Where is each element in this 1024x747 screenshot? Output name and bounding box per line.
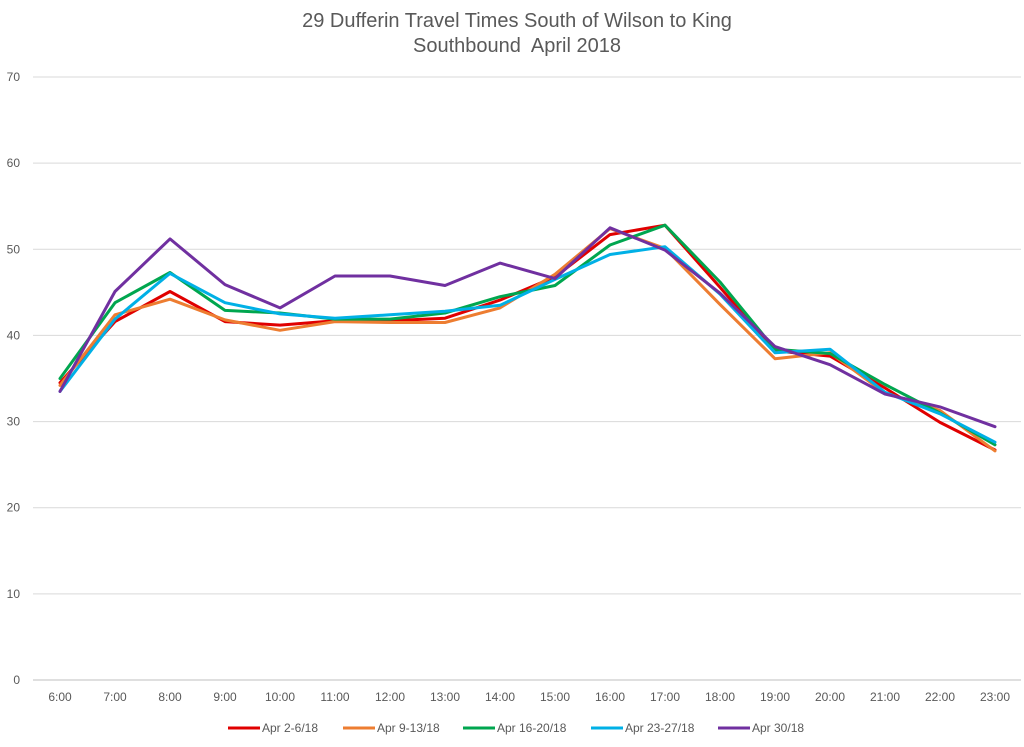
x-tick-label: 23:00 [980, 690, 1010, 704]
chart-title: 29 Dufferin Travel Times South of Wilson… [302, 10, 732, 32]
x-tick-label: 11:00 [320, 690, 349, 704]
series-lines [58, 223, 997, 453]
series-line-3 [58, 245, 997, 444]
x-tick-label: 19:00 [760, 690, 790, 704]
y-tick-label: 30 [7, 415, 21, 429]
y-tick-label: 60 [7, 156, 21, 170]
legend-label: Apr 2-6/18 [262, 721, 318, 735]
y-tick-label: 0 [13, 673, 20, 687]
x-tick-label: 14:00 [485, 690, 515, 704]
legend-label: Apr 30/18 [752, 721, 804, 735]
x-axis: 6:00 7:00 8:00 9:00 10:00 11:00 12:00 13:00 14:0… [48, 690, 1010, 704]
chart-subtitle: Southbound April 2018 [413, 35, 621, 57]
legend: Apr 2-6/18 Apr 9-13/18 Apr 16-20/18 Apr 23-… [228, 721, 804, 735]
legend-label: Apr 16-20/18 [497, 721, 567, 735]
legend-item: Apr 16-20/18 [463, 721, 567, 735]
x-tick-label: 15:00 [540, 690, 570, 704]
x-tick-label: 13:00 [430, 690, 460, 704]
x-tick-label: 17:00 [650, 690, 680, 704]
x-tick-label: 21:00 [870, 690, 900, 704]
legend-label: Apr 9-13/18 [377, 721, 440, 735]
x-tick-label: 12:00 [375, 690, 405, 704]
series-line-0 [58, 223, 997, 452]
y-tick-label: 10 [7, 587, 21, 601]
gridlines [33, 76, 1021, 681]
x-tick-label: 9:00 [213, 690, 237, 704]
legend-item: Apr 23-27/18 [591, 721, 695, 735]
x-tick-label: 16:00 [595, 690, 625, 704]
x-tick-label: 7:00 [103, 690, 127, 704]
y-axis: 0 10 20 30 40 50 60 70 [7, 70, 21, 687]
x-tick-label: 10:00 [265, 690, 295, 704]
y-tick-label: 50 [7, 242, 21, 256]
x-tick-label: 18:00 [705, 690, 735, 704]
x-tick-label: 20:00 [815, 690, 845, 704]
x-tick-label: 22:00 [925, 690, 955, 704]
x-tick-label: 6:00 [48, 690, 72, 704]
series-line-1 [58, 227, 997, 453]
series-line-4 [58, 226, 997, 429]
y-tick-label: 70 [7, 70, 21, 84]
legend-label: Apr 23-27/18 [625, 721, 695, 735]
legend-item: Apr 2-6/18 [228, 721, 318, 735]
legend-item: Apr 30/18 [718, 721, 804, 735]
x-tick-label: 8:00 [158, 690, 182, 704]
legend-item: Apr 9-13/18 [343, 721, 440, 735]
y-tick-label: 20 [7, 501, 21, 515]
y-tick-label: 40 [7, 328, 21, 342]
